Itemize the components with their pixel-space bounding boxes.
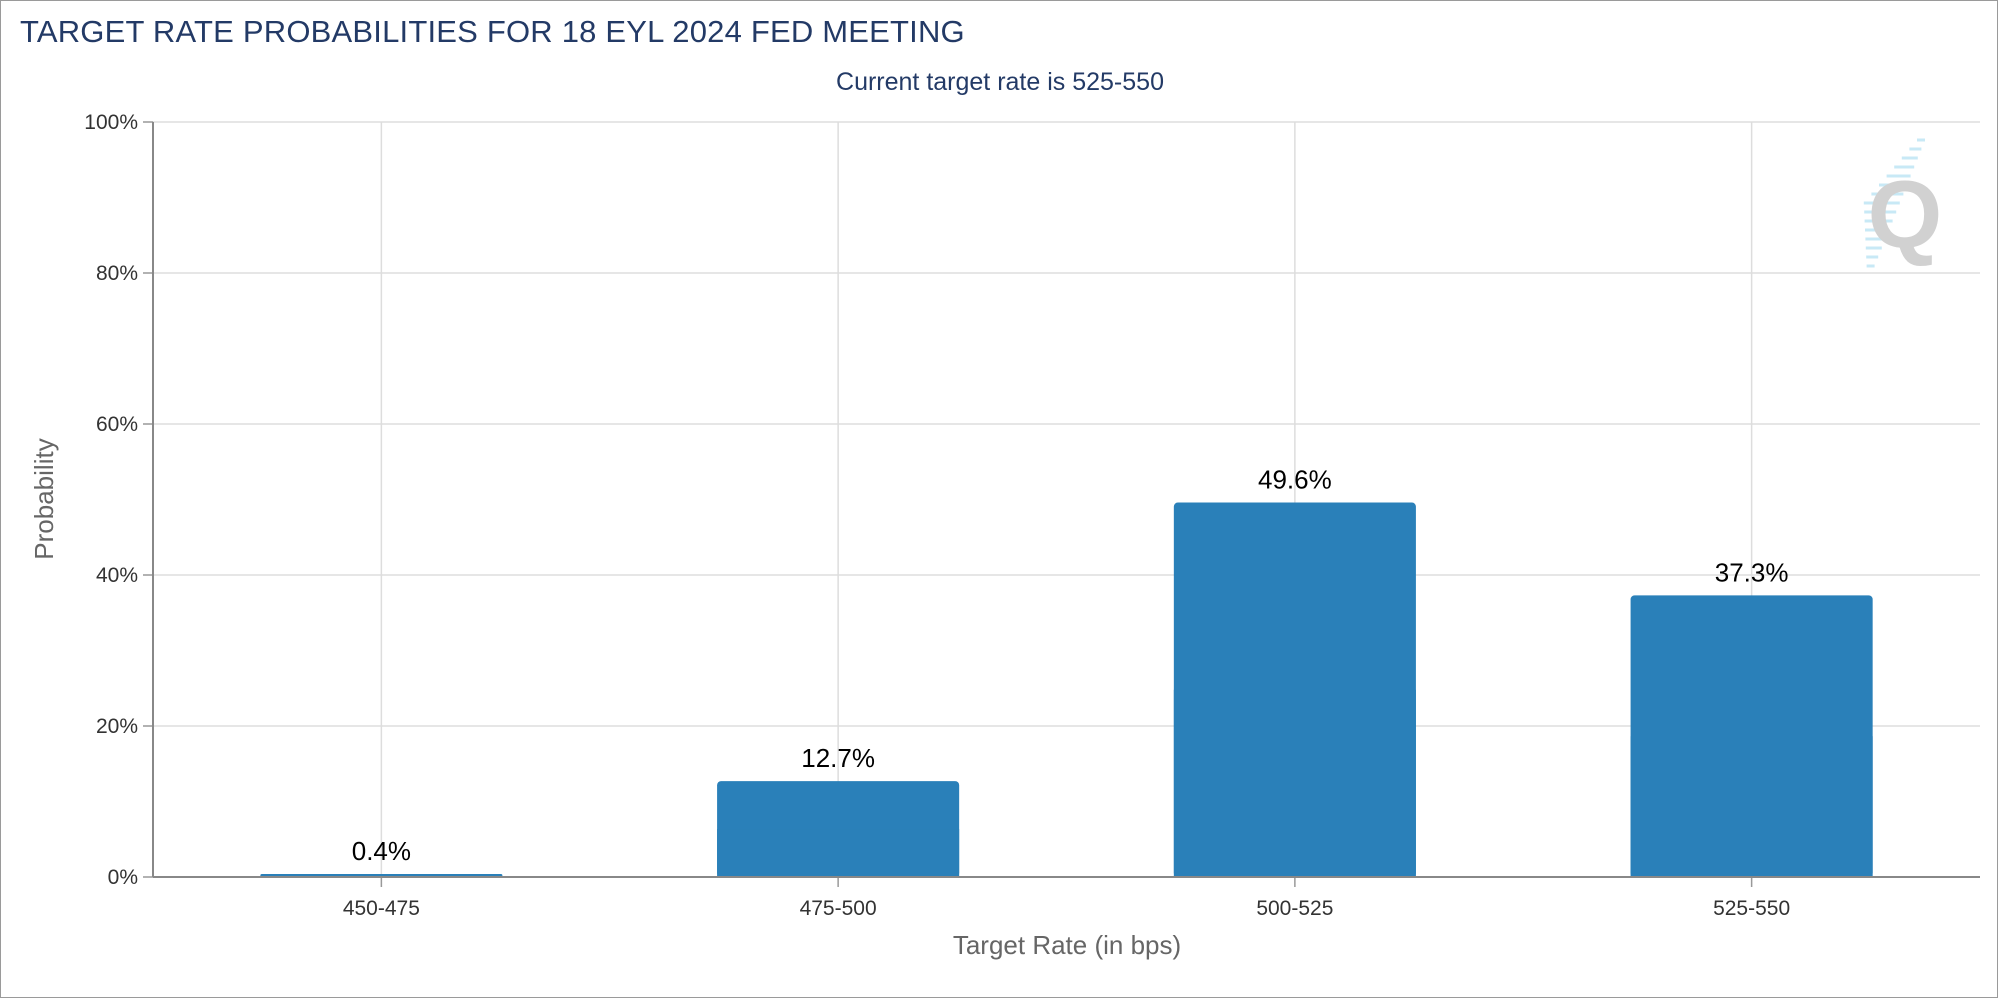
x-tick-label: 500-525 [1256, 897, 1333, 920]
y-tick-label: 60% [96, 413, 138, 436]
axes [152, 122, 1980, 878]
q-logo-icon: Q [1863, 138, 1943, 268]
y-axis-ticks: 0% 20% 40% 60% 80% 100% [84, 111, 153, 889]
y-tick-label: 80% [96, 262, 138, 285]
chart-title: TARGET RATE PROBABILITIES FOR 18 EYL 202… [20, 14, 965, 49]
data-labels: 0.4% 12.7% 49.6% 37.3% [352, 465, 1789, 866]
bars [260, 502, 1873, 877]
grid-lines [153, 121, 1980, 877]
chart-subtitle: Current target rate is 525-550 [836, 68, 1164, 96]
x-axis-ticks: 450-475 475-500 500-525 525-550 [343, 877, 1790, 920]
y-tick-label: 100% [84, 111, 138, 134]
bar-base [717, 829, 960, 877]
y-tick-label: 40% [96, 564, 138, 587]
data-label: 0.4% [352, 836, 411, 866]
bar-base [1173, 689, 1416, 877]
y-tick-label: 20% [96, 715, 138, 738]
svg-text:Q: Q [1868, 161, 1943, 268]
data-label: 12.7% [801, 743, 875, 773]
x-tick-label: 525-550 [1713, 897, 1790, 920]
data-label: 49.6% [1258, 465, 1332, 495]
bar-base [1630, 736, 1873, 877]
y-axis-title: Probability [29, 438, 59, 559]
x-axis-title: Target Rate (in bps) [953, 930, 1181, 960]
y-tick-label: 0% [108, 866, 138, 889]
x-tick-label: 475-500 [800, 897, 877, 920]
x-tick-label: 450-475 [343, 897, 420, 920]
data-label: 37.3% [1715, 557, 1789, 587]
